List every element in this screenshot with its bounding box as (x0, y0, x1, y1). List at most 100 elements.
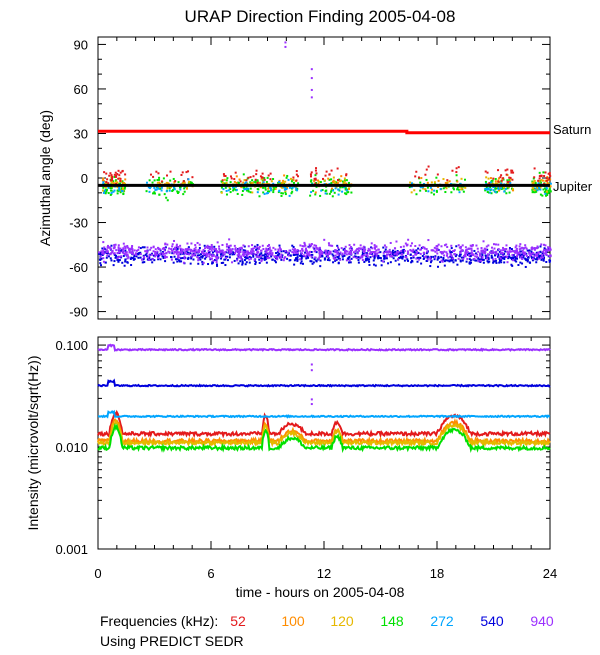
point-940 (450, 253, 453, 256)
intensity-outlier-940 (310, 403, 313, 406)
intensity-line-148 (97, 422, 551, 454)
point-148 (234, 188, 237, 191)
point-940 (120, 255, 123, 258)
point-272 (153, 186, 156, 189)
point-540 (372, 259, 375, 262)
point-940 (362, 245, 365, 248)
point-940 (511, 253, 514, 256)
point-940 (317, 249, 320, 252)
point-540 (442, 258, 445, 261)
point-52 (325, 170, 328, 173)
point-940 (310, 244, 313, 247)
point-940 (177, 254, 180, 257)
point-120 (332, 176, 335, 179)
point-940 (358, 249, 361, 252)
point-540 (547, 248, 550, 251)
point-272 (247, 187, 250, 190)
point-52 (538, 177, 541, 180)
point-148 (104, 188, 107, 191)
point-120 (487, 177, 490, 180)
point-52 (105, 172, 108, 175)
point-540 (211, 261, 214, 264)
point-540 (373, 263, 376, 266)
point-540 (263, 258, 266, 261)
point-940 (180, 250, 183, 253)
point-940 (118, 250, 121, 253)
point-940 (130, 246, 133, 249)
point-148 (179, 186, 182, 189)
point-540 (342, 248, 345, 251)
point-100 (238, 178, 241, 181)
point-940 (537, 251, 540, 254)
point-100 (235, 181, 238, 184)
point-148 (232, 189, 235, 192)
point-940 (192, 254, 195, 257)
point-540 (179, 253, 182, 256)
point-540 (243, 259, 246, 262)
point-540 (502, 253, 505, 256)
point-148 (223, 182, 226, 185)
point-940 (269, 250, 272, 253)
point-940 (541, 254, 544, 257)
point-52 (113, 173, 116, 176)
point-120 (545, 190, 548, 193)
point-148 (281, 192, 284, 195)
point-540 (190, 257, 193, 260)
point-540 (260, 252, 263, 255)
point-52 (543, 175, 546, 178)
point-540 (239, 248, 242, 251)
point-940 (249, 252, 252, 255)
point-940 (197, 259, 200, 262)
point-148 (344, 186, 347, 189)
point-940 (495, 250, 498, 253)
point-940 (215, 248, 218, 251)
point-940 (341, 252, 344, 255)
point-940 (302, 245, 305, 248)
point-940 (190, 242, 193, 245)
point-540 (232, 251, 235, 254)
point-148 (347, 181, 350, 184)
point-940 (373, 246, 376, 249)
point-940 (443, 244, 446, 247)
point-540 (213, 245, 216, 248)
point-540 (374, 254, 377, 257)
legend-item-272: 272 (430, 613, 454, 629)
point-540 (255, 248, 258, 251)
point-940 (228, 248, 231, 251)
point-940 (348, 247, 351, 250)
point-272 (157, 187, 160, 190)
point-540 (336, 244, 339, 247)
point-940 (530, 247, 533, 250)
point-148 (145, 190, 148, 193)
point-540 (224, 264, 227, 267)
point-540 (369, 256, 372, 259)
point-940 (202, 261, 205, 264)
point-940 (103, 246, 106, 249)
point-272 (489, 181, 492, 184)
point-940 (329, 244, 332, 247)
point-940 (443, 254, 446, 257)
point-272 (334, 187, 337, 190)
point-148 (490, 192, 493, 195)
point-540 (373, 257, 376, 260)
point-940 (266, 245, 269, 248)
point-940 (159, 248, 162, 251)
point-52 (537, 179, 540, 182)
point-540 (247, 251, 250, 254)
point-940 (124, 246, 127, 249)
point-940 (364, 248, 367, 251)
point-940 (131, 248, 134, 251)
point-940 (415, 257, 418, 260)
point-540 (226, 255, 229, 258)
point-940 (406, 252, 409, 255)
point-540 (510, 263, 513, 266)
point-940 (385, 250, 388, 253)
point-940 (494, 257, 497, 260)
point-540 (187, 256, 190, 259)
point-272 (148, 190, 151, 193)
point-148 (435, 176, 438, 179)
point-540 (306, 255, 309, 258)
point-940 (418, 258, 421, 261)
point-940 (139, 253, 142, 256)
point-940 (514, 251, 517, 254)
